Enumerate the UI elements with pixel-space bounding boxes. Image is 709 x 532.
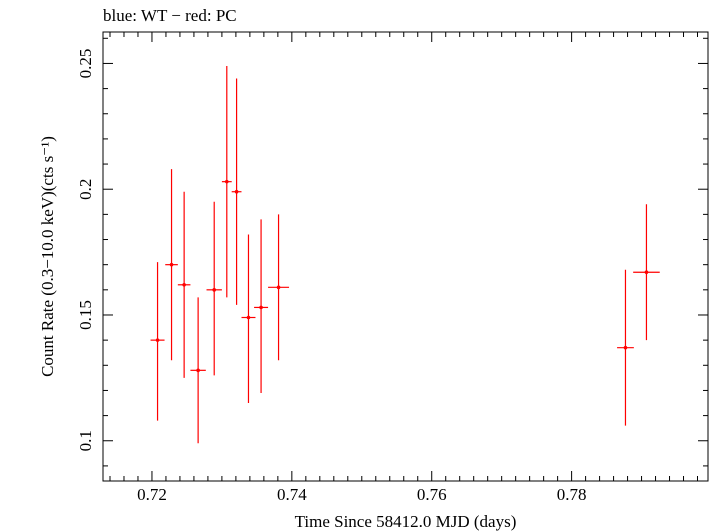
x-tick-label: 0.74 <box>277 485 307 504</box>
data-point <box>190 297 206 444</box>
data-point <box>206 201 222 376</box>
x-axis-label: Time Since 58412.0 MJD (days) <box>295 512 517 531</box>
x-tick-label: 0.78 <box>557 485 587 504</box>
point-marker <box>169 262 174 267</box>
point-marker <box>212 288 217 292</box>
y-tick-label: 0.15 <box>76 300 95 330</box>
data-point <box>177 191 191 378</box>
data-point <box>221 65 232 298</box>
data-point <box>165 169 178 361</box>
data-point <box>617 269 634 426</box>
x-tick-label: 0.76 <box>417 485 447 504</box>
point-marker <box>276 285 281 290</box>
point-marker <box>259 305 263 310</box>
point-marker <box>196 368 200 373</box>
data-point <box>254 219 269 393</box>
chart-title: blue: WT − red: PC <box>103 6 237 25</box>
y-tick-label: 0.1 <box>76 430 95 451</box>
y-axis-tick-labels: 0.1 0.15 0.2 0.25 <box>76 49 95 452</box>
x-axis-ticks <box>109 32 699 481</box>
plot-frame <box>102 31 709 482</box>
point-marker <box>246 315 251 320</box>
point-marker <box>224 179 229 184</box>
y-tick-label: 0.25 <box>76 49 95 79</box>
data-point <box>150 262 165 421</box>
y-tick-label: 0.2 <box>76 179 95 200</box>
point-marker <box>155 338 160 342</box>
point-marker <box>644 270 649 275</box>
data-point <box>241 234 256 404</box>
data-points <box>150 65 660 444</box>
point-marker <box>623 345 628 350</box>
data-point <box>231 78 242 305</box>
y-axis-label: Count Rate (0.3−10.0 keV)(cts s⁻¹) <box>38 136 57 377</box>
y-axis-ticks <box>103 37 708 467</box>
point-marker <box>182 282 186 287</box>
data-point <box>268 214 290 361</box>
point-marker <box>234 189 239 194</box>
x-axis-tick-labels: 0.72 0.74 0.76 0.78 <box>137 485 586 504</box>
data-point <box>633 204 660 341</box>
x-tick-label: 0.72 <box>137 485 167 504</box>
